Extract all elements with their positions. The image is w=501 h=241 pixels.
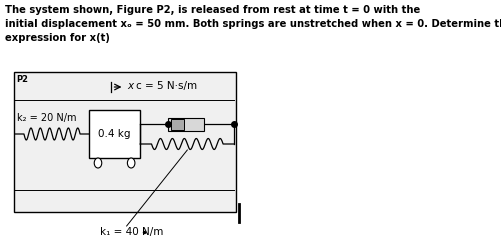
Circle shape (94, 158, 102, 168)
Text: x: x (127, 81, 133, 91)
Text: k₁ = 40 N/m: k₁ = 40 N/m (100, 227, 163, 237)
Bar (14, 72, 235, 212)
Bar (89, 110, 140, 158)
Text: 0.4 kg: 0.4 kg (98, 129, 131, 139)
Text: initial displacement xₒ = 50 mm. Both springs are unstretched when x = 0. Determ: initial displacement xₒ = 50 mm. Both sp… (5, 19, 501, 29)
Bar (171, 119, 183, 129)
Circle shape (127, 158, 135, 168)
Bar (168, 118, 204, 130)
Text: P2: P2 (16, 75, 28, 84)
Text: k₂ = 20 N/m: k₂ = 20 N/m (18, 113, 77, 123)
Text: c = 5 N·s/m: c = 5 N·s/m (136, 81, 197, 91)
Text: The system shown, Figure P2, is released from rest at time t = 0 with the: The system shown, Figure P2, is released… (5, 5, 419, 15)
Text: expression for x(t): expression for x(t) (5, 33, 109, 43)
